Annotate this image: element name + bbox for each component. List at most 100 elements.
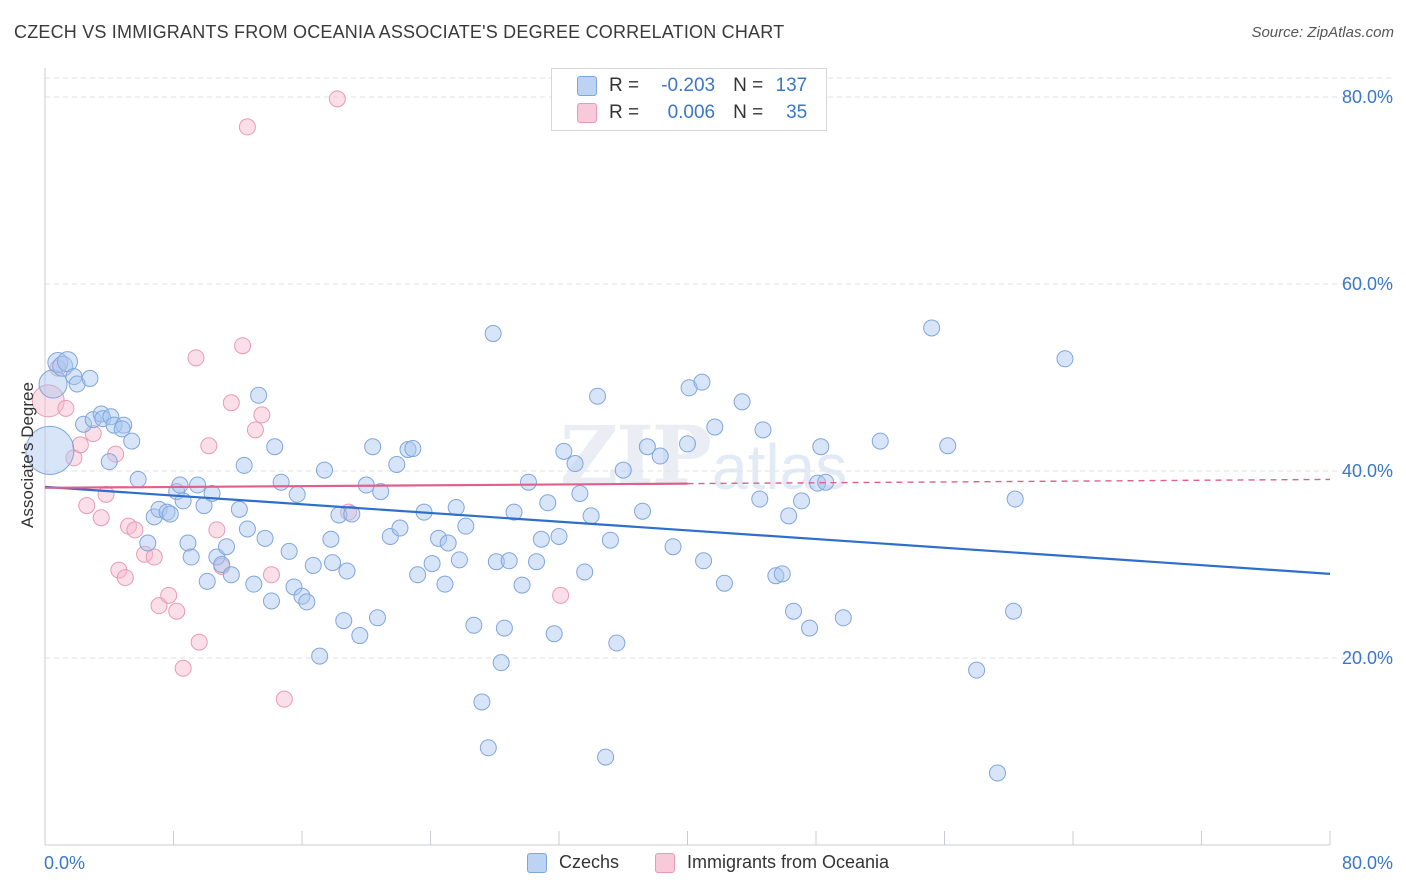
point-czechs: [262, 592, 280, 610]
point-czechs: [923, 319, 941, 337]
point-czechs: [235, 456, 253, 474]
point-czechs: [272, 473, 290, 491]
point-czechs: [751, 490, 769, 508]
legend-r-label: R =: [609, 102, 640, 123]
point-czechs: [871, 432, 889, 450]
stats-legend: R = -0.203 N = 137 R = 0.006 N = 35: [551, 68, 827, 131]
point-czechs: [266, 438, 284, 456]
point-oceania: [328, 90, 346, 108]
point-oceania: [253, 406, 271, 424]
watermark-atlas: atlas: [712, 431, 848, 503]
legend-r-value: -0.203: [661, 75, 716, 96]
y-tick-label: 40.0%: [1342, 461, 1393, 481]
point-czechs: [754, 421, 772, 439]
point-czechs: [582, 507, 600, 525]
trend-line-czechs: [44, 485, 1331, 575]
point-czechs: [614, 461, 632, 479]
point-czechs: [391, 519, 409, 537]
point-czechs: [288, 485, 306, 503]
point-czechs: [105, 416, 123, 434]
point-czechs: [589, 387, 607, 405]
point-czechs: [608, 634, 626, 652]
point-czechs: [939, 437, 957, 455]
x-tick-label: 0.0%: [44, 853, 85, 873]
point-oceania: [97, 485, 115, 503]
legend-item-oceania[interactable]: Immigrants from Oceania: [655, 852, 889, 873]
legend-n-label: N =: [733, 75, 764, 96]
point-czechs: [780, 507, 798, 525]
point-czechs: [388, 455, 406, 473]
point-czechs: [450, 551, 468, 569]
watermark-zip: ZIP: [560, 408, 712, 502]
point-oceania: [275, 690, 293, 708]
point-oceania: [174, 659, 192, 677]
point-czechs: [989, 764, 1007, 782]
point-czechs: [968, 661, 986, 679]
point-czechs: [601, 531, 619, 549]
grid-lines: [45, 77, 1392, 659]
axes: [44, 68, 1331, 846]
point-czechs: [447, 498, 465, 516]
point-oceania: [246, 421, 264, 439]
point-czechs: [161, 505, 179, 523]
point-czechs: [495, 619, 513, 637]
point-czechs: [324, 554, 342, 572]
point-oceania: [126, 521, 144, 539]
legend-item-czechs[interactable]: Czechs: [527, 852, 619, 873]
point-czechs: [664, 538, 682, 556]
point-czechs: [465, 616, 483, 634]
chart-title: CZECH VS IMMIGRANTS FROM OCEANIA ASSOCIA…: [14, 22, 785, 42]
point-oceania: [57, 399, 75, 417]
point-czechs: [311, 647, 329, 665]
point-oceania: [168, 602, 186, 620]
tick-labels: 20.0% 40.0% 60.0% 80.0% 0.0% 80.0%: [44, 87, 1393, 873]
legend-n-value: 137: [775, 75, 808, 96]
point-czechs: [571, 484, 589, 502]
point-czechs: [545, 625, 563, 643]
point-czechs: [834, 609, 852, 627]
point-czechs: [555, 442, 573, 460]
point-czechs: [218, 538, 236, 556]
point-oceania: [160, 586, 178, 604]
point-czechs: [68, 375, 86, 393]
series-legend: Czechs Immigrants from Oceania: [0, 852, 1406, 878]
point-czechs: [532, 530, 550, 548]
point-czechs: [513, 576, 531, 594]
point-czechs: [198, 572, 216, 590]
legend-r-value: 0.006: [667, 102, 716, 123]
point-czechs: [338, 562, 356, 580]
y-axis-label: Associate's Degree: [18, 382, 37, 528]
point-czechs: [597, 748, 615, 766]
legend-label-czechs: Czechs: [559, 852, 620, 872]
y-tick-label: 60.0%: [1342, 274, 1393, 294]
point-czechs: [528, 553, 546, 571]
point-czechs: [430, 529, 448, 547]
point-czechs: [25, 425, 75, 475]
legend-swatch-czechs: [527, 852, 547, 873]
point-czechs: [245, 575, 263, 593]
point-oceania: [190, 633, 208, 651]
point-czechs: [785, 602, 803, 620]
point-czechs: [733, 393, 751, 411]
point-czechs: [304, 556, 322, 574]
trend-line-oceania: [44, 482, 688, 489]
point-czechs: [679, 435, 696, 453]
point-czechs: [706, 418, 724, 436]
trend-line-oceania-extension: [687, 478, 1331, 485]
point-czechs: [189, 476, 207, 494]
point-czechs: [335, 612, 353, 630]
point-czechs: [423, 555, 441, 573]
point-czechs: [343, 505, 361, 523]
point-czechs: [715, 574, 733, 592]
series-oceania: [31, 90, 570, 708]
point-oceania: [116, 569, 134, 587]
point-czechs: [473, 693, 491, 711]
point-oceania: [208, 521, 226, 539]
point-czechs: [812, 438, 830, 456]
point-czechs: [1056, 350, 1074, 368]
point-czechs: [801, 619, 819, 637]
point-czechs: [680, 379, 698, 397]
legend-swatch-blue: [577, 76, 597, 96]
point-czechs: [519, 473, 537, 491]
point-czechs: [293, 587, 311, 605]
